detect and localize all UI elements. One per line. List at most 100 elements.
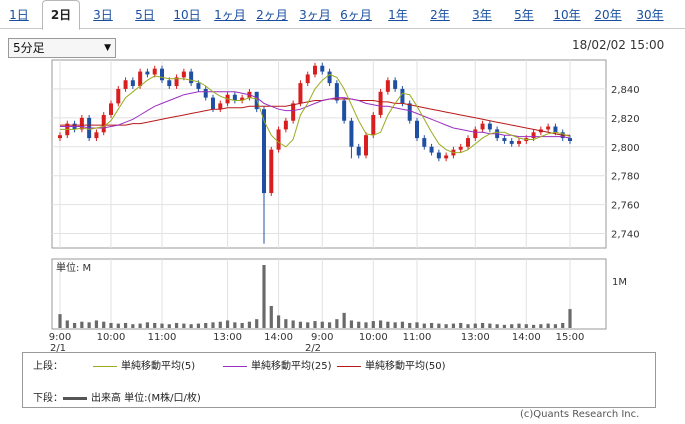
candle-body	[109, 103, 113, 115]
candle-body	[356, 146, 361, 156]
moving-average-lines	[60, 73, 571, 154]
volume-bar	[451, 323, 456, 328]
tab-2y[interactable]: 2年	[430, 8, 450, 22]
volume-bar	[327, 322, 332, 328]
candle-body	[196, 83, 201, 89]
tab-5y[interactable]: 5年	[514, 8, 534, 22]
tab-2d[interactable]: 2日	[42, 0, 80, 30]
volume-bar	[502, 324, 507, 328]
tab-10d[interactable]: 10日	[173, 8, 201, 22]
interval-select-value: 5分足	[13, 41, 45, 55]
volume-bar	[284, 319, 288, 328]
legend-sma25: 単純移動平均(25)	[223, 357, 332, 372]
volume-bar	[102, 321, 106, 328]
volume-bars	[58, 265, 572, 328]
volume-bar	[429, 322, 434, 328]
tab-1y[interactable]: 1年	[388, 8, 408, 22]
candle-body	[232, 94, 237, 101]
x-tick-label: 9:00	[311, 332, 333, 343]
candle-body	[531, 132, 536, 139]
tab-20y[interactable]: 20年	[594, 8, 622, 22]
candle-body	[167, 80, 172, 87]
tab-2m[interactable]: 2ヶ月	[256, 8, 288, 22]
volume-bar	[480, 322, 485, 328]
volume-bar	[408, 322, 412, 328]
volume-bar	[153, 322, 157, 328]
price-volume-chart: 2,740 2,760 2,780 2,800 2,820 2,840 9:00 10:00…	[49, 59, 640, 352]
volume-bar	[473, 323, 477, 328]
volume-bar	[335, 319, 339, 328]
tab-6m[interactable]: 6ヶ月	[340, 8, 372, 22]
candle-body	[203, 88, 208, 98]
interval-select[interactable]: 5分足 ▼	[8, 38, 116, 58]
tab-1d[interactable]: 1日	[9, 8, 29, 22]
volume-bar	[422, 323, 426, 328]
volume-bar	[58, 314, 62, 328]
tab-5d[interactable]: 5日	[135, 8, 155, 22]
candle-body	[473, 129, 478, 139]
volume-bar	[182, 323, 186, 328]
volume-bar	[276, 315, 281, 328]
candle-body	[276, 129, 281, 150]
x-tick-label: 11:00	[403, 332, 432, 343]
candle-body	[298, 83, 303, 104]
candle-body	[458, 146, 463, 150]
x-tick-label: 13:00	[213, 332, 242, 343]
candle-body	[138, 71, 143, 87]
candle-body	[145, 71, 150, 75]
volume-bar	[247, 321, 252, 328]
volume-bar	[65, 320, 69, 328]
legend-sma50-swatch	[337, 365, 361, 367]
legend-volume: 出来高 単位:(M株/口/枚)	[63, 389, 201, 404]
volume-bar	[174, 322, 179, 328]
candle-body	[509, 140, 514, 144]
volume-bar	[196, 323, 201, 328]
volume-bar	[313, 321, 317, 328]
candle-body	[181, 71, 186, 78]
candle-body	[101, 114, 106, 133]
candle-body	[342, 100, 347, 121]
legend-sma5-label: 単純移動平均(5)	[121, 361, 196, 372]
sma25-line	[60, 91, 571, 139]
volume-bar	[131, 324, 135, 328]
volume-bar	[189, 324, 193, 328]
candle-body	[502, 138, 507, 141]
candle-body	[378, 91, 383, 115]
tab-3y[interactable]: 3年	[472, 8, 492, 22]
x-tick-label: 11:00	[148, 332, 177, 343]
candle-body	[130, 80, 135, 87]
sma5-line	[60, 73, 571, 154]
candle-body	[174, 77, 179, 87]
candle-body	[546, 126, 551, 130]
volume-bar	[109, 322, 113, 328]
candle-body	[291, 103, 296, 121]
volume-bar	[364, 322, 368, 328]
x-axis-ticks: 9:00 10:00 11:00 13:00 14:00 9:00 10:00 11:00 13…	[49, 332, 585, 343]
volume-bar	[123, 322, 128, 328]
chart-timestamp: 18/02/02 15:00	[572, 38, 665, 52]
candle-body	[364, 135, 368, 156]
tab-1m[interactable]: 1ヶ月	[214, 8, 246, 22]
tab-30y[interactable]: 30年	[636, 8, 664, 22]
candle-body	[123, 80, 128, 89]
volume-bar	[204, 322, 208, 328]
candle-body	[480, 123, 485, 130]
volume-bar	[386, 321, 390, 328]
candle-body	[218, 103, 223, 110]
price-panel-frame	[51, 59, 607, 249]
tab-3d[interactable]: 3日	[93, 8, 113, 22]
candle-body	[116, 88, 121, 104]
candle-body	[487, 123, 492, 130]
x-tick-label: 10:00	[359, 332, 388, 343]
volume-bar	[94, 320, 99, 328]
x-tick-label: 13:00	[461, 332, 490, 343]
volume-bar	[298, 321, 303, 328]
tab-10y[interactable]: 10年	[553, 8, 581, 22]
candle-body	[349, 120, 354, 147]
tab-3m[interactable]: 3ヶ月	[299, 8, 331, 22]
legend-upper-label: 上段：	[33, 361, 63, 372]
candle-body	[334, 83, 339, 101]
date-label-day1: 2/1	[50, 343, 66, 352]
volume-bar	[269, 305, 273, 328]
